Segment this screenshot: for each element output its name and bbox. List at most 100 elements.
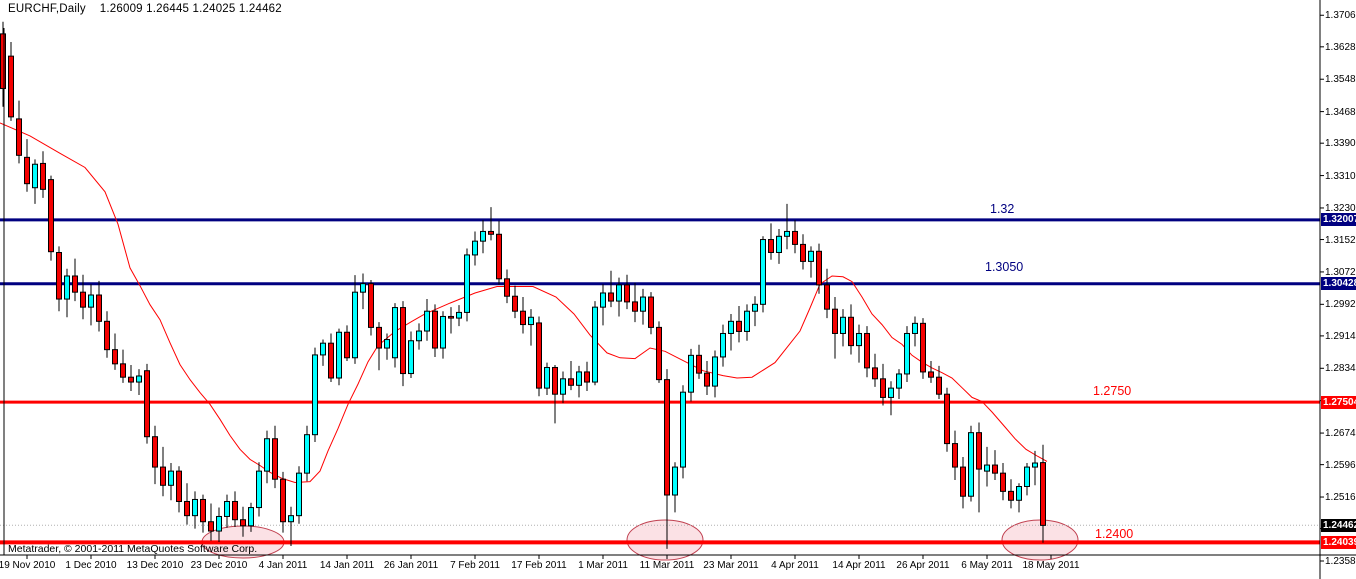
candle-body-bull: [360, 283, 366, 293]
candle: [88, 284, 94, 326]
candle: [104, 311, 110, 358]
candle-body-bull: [456, 311, 462, 319]
candle-body-bear: [344, 331, 350, 359]
candle: [624, 274, 630, 310]
candle: [440, 311, 446, 359]
candle: [1040, 444, 1046, 543]
candle: [960, 456, 966, 509]
candle-body-bear: [992, 464, 998, 474]
candle-body-bull: [984, 464, 990, 472]
candle: [240, 506, 246, 537]
candle: [448, 307, 454, 334]
support-zone-ellipse[interactable]: [1001, 519, 1079, 561]
candle-body-bull: [416, 330, 422, 342]
price-axis-label: 1.33900: [1325, 138, 1356, 150]
candle-body-bull: [544, 366, 550, 389]
candle: [8, 41, 14, 121]
candle: [392, 303, 398, 368]
candle: [328, 333, 334, 383]
candle-body-bull: [424, 310, 430, 332]
price-axis-label: 1.26740: [1325, 428, 1356, 440]
candle: [288, 506, 294, 547]
candle-body-bull: [256, 470, 262, 509]
candle-body-bear: [920, 322, 926, 373]
candle: [728, 314, 734, 351]
candle: [96, 280, 102, 332]
candle: [648, 292, 654, 335]
candle: [144, 363, 150, 444]
candle-body-bear: [952, 443, 958, 468]
candle: [32, 159, 38, 204]
candle: [848, 304, 854, 355]
candle: [768, 223, 774, 260]
candle: [808, 246, 814, 278]
candle: [944, 387, 950, 452]
candle: [736, 305, 742, 343]
candle: [536, 316, 542, 397]
candle-body-bull: [640, 296, 646, 312]
candle: [792, 220, 798, 254]
candle-body-bear: [864, 332, 870, 369]
candle: [864, 326, 870, 378]
level-lines-layer: [0, 218, 1320, 545]
time-axis-label: 1 Mar 2011: [578, 560, 628, 571]
candle-body-bull: [224, 500, 230, 517]
candle-body-bear: [328, 342, 334, 379]
candle: [80, 274, 86, 320]
candle-body-bull: [352, 291, 358, 359]
candle-body-bear: [272, 438, 278, 480]
candle: [160, 446, 166, 497]
candle-body-bear: [120, 363, 126, 378]
candle-body-bull: [680, 391, 686, 468]
candle-body-bear: [536, 322, 542, 389]
candle: [136, 369, 142, 396]
candle-body-bear: [72, 275, 78, 293]
support-zone-ellipse[interactable]: [626, 519, 704, 561]
candle-body-bear: [8, 55, 14, 118]
candle-body-bull: [616, 284, 622, 302]
candle: [232, 491, 238, 527]
candle-body-bull: [752, 303, 758, 312]
candle: [896, 369, 902, 400]
time-axis-label: 18 May 2011: [1022, 560, 1080, 571]
level-axis-price-box: 1.24039: [1321, 535, 1356, 549]
candle-body-bear: [208, 521, 214, 532]
candle-body-bear: [584, 371, 590, 383]
candle: [216, 507, 222, 542]
candle: [264, 430, 270, 484]
candle-body-bear: [1040, 462, 1046, 526]
candle-body-bear: [960, 466, 966, 497]
candle-body-bear: [696, 354, 702, 374]
candle: [400, 301, 406, 387]
candle-body-bear: [504, 278, 510, 297]
candle: [208, 503, 214, 541]
candle-body-bull: [592, 306, 598, 383]
candle: [784, 203, 790, 250]
time-axis-label: 14 Jan 2011: [319, 560, 375, 571]
candle: [296, 466, 302, 524]
candle-body-bull: [312, 354, 318, 436]
candle: [552, 365, 558, 424]
price-axis-label: 1.25960: [1325, 459, 1356, 471]
chart-title: EURCHF,Daily 1.26009 1.26445 1.24025 1.24…: [8, 3, 282, 15]
candle: [152, 425, 158, 485]
time-axis-label: 7 Feb 2011: [450, 560, 500, 571]
candle-body-bear: [704, 372, 710, 387]
level-axis-price-box: 1.27504: [1321, 395, 1356, 409]
candle-body-bear: [448, 315, 454, 319]
candle: [312, 347, 318, 442]
candle-body-bear: [368, 283, 374, 328]
candle: [704, 361, 710, 396]
candle-body-bear: [152, 436, 158, 468]
symbol-timeframe-label: EURCHF,Daily: [8, 3, 86, 15]
candle-body-bear: [432, 310, 438, 349]
copyright-label: Metatrader, © 2001-2011 MetaQuotes Softw…: [8, 543, 258, 555]
time-axis-label: 13 Dec 2010: [126, 560, 184, 571]
time-axis-label: 11 Mar 2011: [639, 560, 695, 571]
candle-body-bear: [496, 233, 502, 280]
candle-body-bear: [976, 432, 982, 470]
candle-body-bull: [888, 387, 894, 398]
candle-body-bull: [744, 310, 750, 332]
candle: [696, 344, 702, 379]
